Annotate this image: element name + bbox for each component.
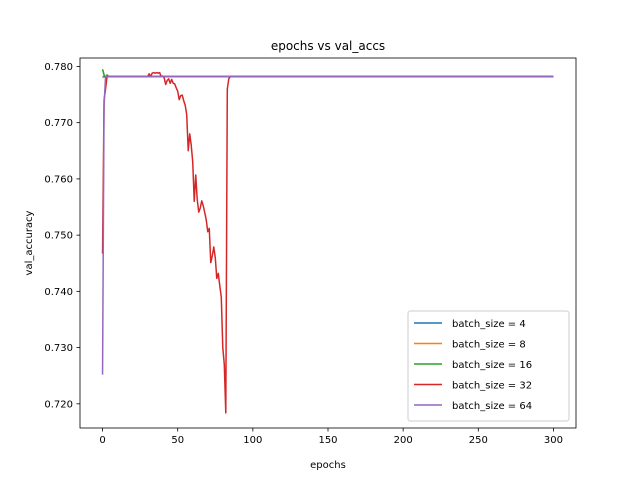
series-line-4 bbox=[101, 75, 554, 375]
y-tick-label: 0.760 bbox=[44, 174, 73, 185]
series-layer bbox=[101, 69, 554, 414]
legend: batch_size = 4 batch_size = 8 batch_size =… bbox=[407, 310, 570, 422]
x-tick-label: 250 bbox=[469, 435, 488, 446]
legend-label-4: batch_size = 64 bbox=[452, 401, 532, 412]
x-tick-label: 100 bbox=[243, 435, 262, 446]
x-tick-label: 0 bbox=[99, 435, 105, 446]
x-axis-title: epochs bbox=[310, 460, 346, 471]
y-tick-label: 0.770 bbox=[44, 118, 73, 129]
y-tick-label: 0.740 bbox=[44, 287, 73, 298]
legend-box bbox=[407, 310, 570, 422]
y-axis-title: val_accuracy bbox=[24, 210, 35, 275]
y-tick-label: 0.720 bbox=[44, 399, 73, 410]
legend-label-3: batch_size = 32 bbox=[452, 381, 532, 392]
x-tick-label: 200 bbox=[394, 435, 413, 446]
x-tick-label: 50 bbox=[171, 435, 184, 446]
chart-title: epochs vs val_accs bbox=[271, 39, 385, 53]
legend-label-2: batch_size = 16 bbox=[452, 360, 532, 371]
legend-label-0: batch_size = 4 bbox=[452, 319, 526, 330]
series-line-3 bbox=[101, 71, 554, 414]
y-tick-label: 0.750 bbox=[44, 231, 73, 242]
y-tick-label: 0.780 bbox=[44, 62, 73, 73]
x-axis: 0 50 100 150 200 250 300 bbox=[99, 428, 563, 446]
y-axis: 0.720 0.730 0.740 0.750 0.760 0.770 0.780 bbox=[44, 62, 80, 410]
y-tick-label: 0.730 bbox=[44, 343, 73, 354]
x-tick-label: 300 bbox=[544, 435, 563, 446]
legend-label-1: batch_size = 8 bbox=[452, 340, 526, 351]
x-tick-label: 150 bbox=[318, 435, 337, 446]
